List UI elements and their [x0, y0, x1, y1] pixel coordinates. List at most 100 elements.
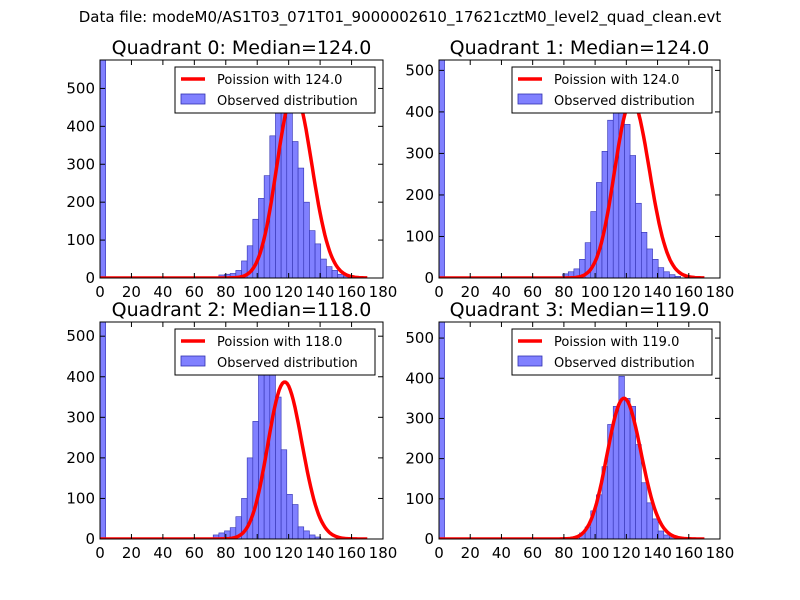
- x-tick-label: 40: [492, 544, 511, 562]
- histogram-bar: [314, 536, 322, 539]
- x-tick-label: 0: [434, 544, 444, 562]
- x-tick-label: 140: [643, 283, 672, 301]
- histogram-bars: [439, 60, 681, 278]
- histogram-bar: [652, 518, 659, 539]
- histogram-bar: [663, 534, 670, 539]
- legend-curve-label: Poission with 118.0: [217, 335, 342, 350]
- x-tick-label: 0: [95, 544, 105, 562]
- x-tick-label: 120: [274, 283, 303, 301]
- y-tick-label: 500: [66, 327, 95, 345]
- x-tick-label: 100: [243, 283, 272, 301]
- histogram-bar: [314, 243, 322, 278]
- y-tick-label: 100: [405, 227, 434, 245]
- y-tick-label: 400: [405, 369, 434, 387]
- histogram-bar: [297, 526, 305, 539]
- histogram-bar: [100, 60, 106, 278]
- y-tick-label: 400: [405, 103, 434, 121]
- y-tick-label: 500: [405, 329, 434, 347]
- histogram-bar: [303, 530, 310, 539]
- legend-bar-swatch: [180, 355, 206, 367]
- x-tick-label: 160: [337, 283, 366, 301]
- legend-bar-label: Observed distribution: [554, 356, 695, 371]
- legend-bar-label: Observed distribution: [217, 94, 358, 109]
- quadrant-panel-1: 0 20 40 60 80 100 120 140 160 1800100200300400500…: [405, 37, 734, 301]
- histogram-bar: [635, 202, 642, 278]
- histogram-bar: [629, 155, 637, 278]
- histogram-bar: [292, 504, 299, 539]
- legend: Poission with 124.0 Observed distribution: [174, 66, 376, 114]
- histogram-bar: [275, 101, 282, 278]
- x-tick-label: 0: [434, 283, 444, 301]
- legend-curve-label: Poission with 119.0: [554, 335, 679, 350]
- legend-bar-swatch: [180, 93, 206, 105]
- histogram-bars: [439, 322, 676, 539]
- x-tick-label: 60: [185, 283, 204, 301]
- x-tick-label: 100: [243, 544, 272, 562]
- histogram-bar: [635, 444, 642, 539]
- histogram-bar: [303, 201, 310, 278]
- histogram-bar: [275, 396, 282, 539]
- x-tick-label: 60: [523, 544, 542, 562]
- y-tick-label: 200: [405, 186, 434, 204]
- x-tick-label: 40: [492, 283, 511, 301]
- x-tick-label: 160: [674, 283, 703, 301]
- histogram-bar: [286, 494, 293, 539]
- legend-bar-label: Observed distribution: [217, 356, 358, 371]
- x-tick-label: 160: [337, 544, 366, 562]
- histogram-bar: [309, 534, 316, 539]
- y-tick-label: 200: [405, 450, 434, 468]
- y-tick-label: 300: [66, 408, 95, 426]
- histogram-bar: [258, 352, 265, 539]
- histogram-bar: [663, 271, 670, 278]
- legend-box: [174, 66, 376, 114]
- legend-bar-swatch: [517, 355, 543, 367]
- x-tick-label: 80: [216, 283, 235, 301]
- x-tick-label: 180: [369, 283, 398, 301]
- legend-bar-swatch: [517, 93, 543, 105]
- histogram-bar: [596, 182, 603, 278]
- legend-curve-label: Poission with 124.0: [554, 73, 679, 88]
- histogram-bar: [624, 124, 631, 278]
- x-tick-label: 80: [554, 283, 573, 301]
- y-tick-label: 0: [85, 269, 95, 287]
- x-tick-label: 20: [461, 283, 480, 301]
- legend: Poission with 118.0 Observed distribution: [174, 328, 376, 376]
- y-tick-label: 0: [424, 530, 434, 548]
- histogram-bar: [309, 230, 316, 278]
- y-tick-label: 0: [424, 269, 434, 287]
- x-tick-label: 120: [612, 544, 641, 562]
- y-tick-label: 300: [405, 409, 434, 427]
- x-tick-label: 180: [369, 544, 398, 562]
- histogram-bar: [657, 530, 665, 539]
- y-tick-label: 500: [405, 61, 434, 79]
- histogram-bar: [439, 60, 445, 278]
- legend-curve-label: Poission with 124.0: [217, 73, 342, 88]
- legend-box: [511, 328, 713, 376]
- y-tick-label: 400: [66, 117, 95, 135]
- x-tick-label: 160: [674, 544, 703, 562]
- x-tick-label: 140: [643, 544, 672, 562]
- histogram-bar: [326, 266, 333, 278]
- legend: Poission with 119.0 Observed distribution: [511, 328, 713, 376]
- axes-frame: [438, 59, 721, 279]
- panel-title: Quadrant 2: Median=118.0: [112, 299, 372, 321]
- histogram-bar: [320, 258, 327, 278]
- x-tick-label: 120: [612, 283, 641, 301]
- x-tick-label: 60: [523, 283, 542, 301]
- x-tick-label: 20: [122, 283, 141, 301]
- y-tick-label: 200: [66, 449, 95, 467]
- panel-title: Quadrant 3: Median=119.0: [450, 299, 710, 321]
- y-tick-label: 500: [66, 79, 95, 97]
- histogram-bar: [646, 248, 653, 278]
- histogram-bar: [100, 322, 106, 539]
- histogram-bar: [674, 276, 681, 278]
- x-tick-label: 100: [581, 544, 610, 562]
- x-tick-label: 100: [581, 283, 610, 301]
- y-tick-label: 300: [405, 144, 434, 162]
- histogram-bar: [252, 421, 259, 539]
- histogram-bar: [641, 482, 648, 539]
- panel-title: Quadrant 1: Median=124.0: [450, 37, 710, 59]
- poisson-curve: [100, 380, 368, 539]
- histogram-bar: [280, 449, 288, 539]
